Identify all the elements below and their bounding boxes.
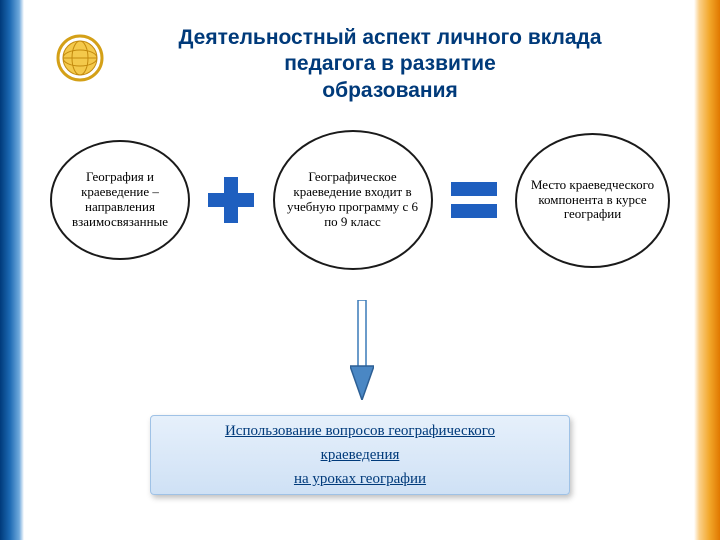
title-line-3: образования	[120, 78, 660, 104]
left-accent-stripe	[0, 0, 24, 540]
result-line-3: на уроках географии	[294, 471, 426, 487]
title-line-2: педагога в развитие	[284, 52, 496, 75]
equals-operator	[451, 182, 497, 218]
bubble-right-text: Место краеведческого компонента в курсе …	[525, 178, 660, 223]
page-title: Деятельностный аспект личного вклада пед…	[120, 25, 660, 104]
globe-icon	[52, 30, 108, 86]
equals-icon	[451, 182, 497, 218]
result-line-2: краеведения	[321, 447, 400, 463]
bubble-left-text: География и краеведение – направления вз…	[60, 170, 180, 230]
bubble-left: География и краеведение – направления вз…	[50, 140, 190, 260]
bubble-center: Географическое краеведение входит в учеб…	[273, 130, 433, 270]
right-accent-stripe	[694, 0, 720, 540]
title-line-1: Деятельностный аспект личного вклада	[178, 26, 601, 49]
plus-icon	[208, 177, 254, 223]
down-arrow-icon	[350, 300, 374, 400]
plus-operator	[208, 177, 254, 223]
result-line-1: Использование вопросов географического	[225, 423, 495, 439]
bubble-center-text: Географическое краеведение входит в учеб…	[283, 170, 423, 230]
formula-row: География и краеведение – направления вз…	[50, 130, 670, 270]
bubble-right: Место краеведческого компонента в курсе …	[515, 133, 670, 268]
result-box: Использование вопросов географического к…	[150, 415, 570, 495]
